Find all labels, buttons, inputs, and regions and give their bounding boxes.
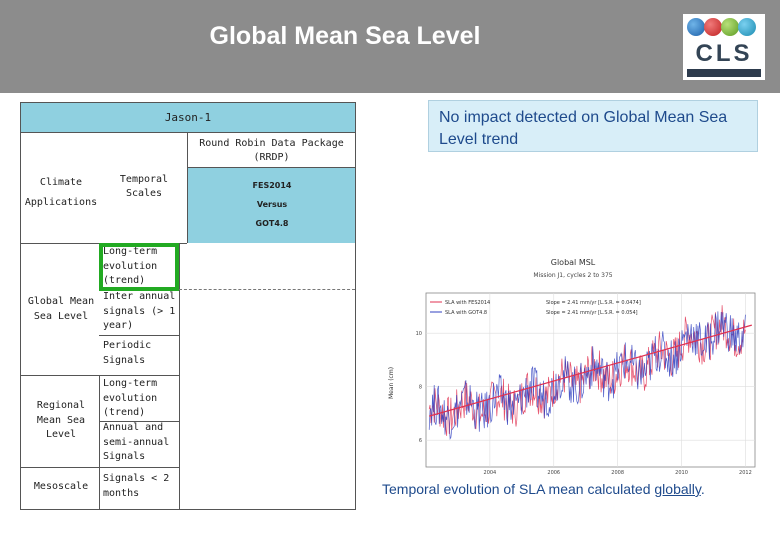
logo-ball-icon xyxy=(687,18,705,36)
models-cell: FES2014 Versus GOT4.8 xyxy=(187,168,355,243)
temporal-scale-label: Periodic Signals xyxy=(103,340,152,366)
global-msl-chart: Global MSL Mission J1, cycles 2 to 375 M… xyxy=(388,258,756,475)
table-divider xyxy=(21,467,179,468)
y-tick-label: 10 xyxy=(416,331,422,337)
legend-entry: SLA with GOT4.8 xyxy=(445,310,487,316)
temporal-scale-label: Long-term evolution (trend) xyxy=(103,246,158,286)
caption-underlined: globally xyxy=(654,481,701,497)
caption-text: Temporal evolution of SLA mean calculate… xyxy=(382,481,655,497)
x-tick-label: 2004 xyxy=(484,470,497,475)
application-label: Global Mean Sea Level xyxy=(27,296,95,322)
table-divider xyxy=(99,421,179,422)
temporal-scale-label: Long-term evolution (trend) xyxy=(103,378,158,418)
logo-subtext xyxy=(687,69,761,77)
legend-slope: Slope = 2.41 mm/yr [L.S.R. = 0.054] xyxy=(546,310,638,316)
logo-ball-icon xyxy=(738,18,756,36)
temporal-scale-label: Annual and semi-annual Signals xyxy=(103,422,170,462)
model-a-label: FES2014 xyxy=(252,181,292,190)
x-tick-label: 2012 xyxy=(739,470,752,475)
y-tick-label: 6 xyxy=(419,438,422,444)
logo-ball-icon xyxy=(704,18,722,36)
versus-label: Versus xyxy=(256,200,288,209)
page-title: Global Mean Sea Level xyxy=(209,22,481,50)
table-divider xyxy=(21,375,179,376)
caption-end: . xyxy=(700,481,705,497)
chart-caption: Temporal evolution of SLA mean calculate… xyxy=(382,481,780,497)
table-divider xyxy=(99,335,179,336)
series-line xyxy=(428,311,746,440)
cls-logo: CLS xyxy=(683,14,765,80)
temporal-scales-header: Temporal Scales xyxy=(119,174,169,199)
logo-text: CLS xyxy=(695,40,753,67)
highlight-box xyxy=(99,243,179,291)
climate-applications-header: Climate Applications xyxy=(24,177,98,208)
package-header: Round Robin Data Package (RRDP) xyxy=(187,133,355,168)
table-divider xyxy=(99,375,100,509)
legend-entry: SLA with FES2014 xyxy=(445,300,490,306)
table-divider xyxy=(179,243,180,509)
rrdp-table: Jason-1 Round Robin Data Package (RRDP) … xyxy=(20,102,356,510)
header-bar: Global Mean Sea Level CLS xyxy=(0,0,780,93)
legend-slope: Slope = 2.41 mm/yr [L.S.R. = 0.0474] xyxy=(546,300,641,306)
x-tick-label: 2010 xyxy=(675,470,688,475)
series-line xyxy=(428,305,746,436)
mission-header: Jason-1 xyxy=(21,103,355,133)
y-tick-label: 8 xyxy=(419,385,422,391)
x-tick-label: 2006 xyxy=(547,470,560,475)
application-label: Regional Mean Sea Level xyxy=(36,400,86,440)
application-label: Mesoscale xyxy=(33,481,89,492)
model-b-label: GOT4.8 xyxy=(255,219,289,228)
y-axis-label: Mean (cm) xyxy=(388,367,395,399)
chart-subtitle: Mission J1, cycles 2 to 375 xyxy=(533,272,612,279)
x-tick-label: 2008 xyxy=(611,470,624,475)
logo-ball-icon xyxy=(721,18,739,36)
temporal-scale-label: Signals < 2 months xyxy=(103,473,170,499)
chart-title: Global MSL xyxy=(551,258,596,267)
conclusion-note: No impact detected on Global Mean Sea Le… xyxy=(428,100,758,152)
table-divider xyxy=(179,289,355,290)
trend-line xyxy=(429,324,752,417)
temporal-scale-label: Inter annual signals (> 1 year) xyxy=(103,291,176,331)
